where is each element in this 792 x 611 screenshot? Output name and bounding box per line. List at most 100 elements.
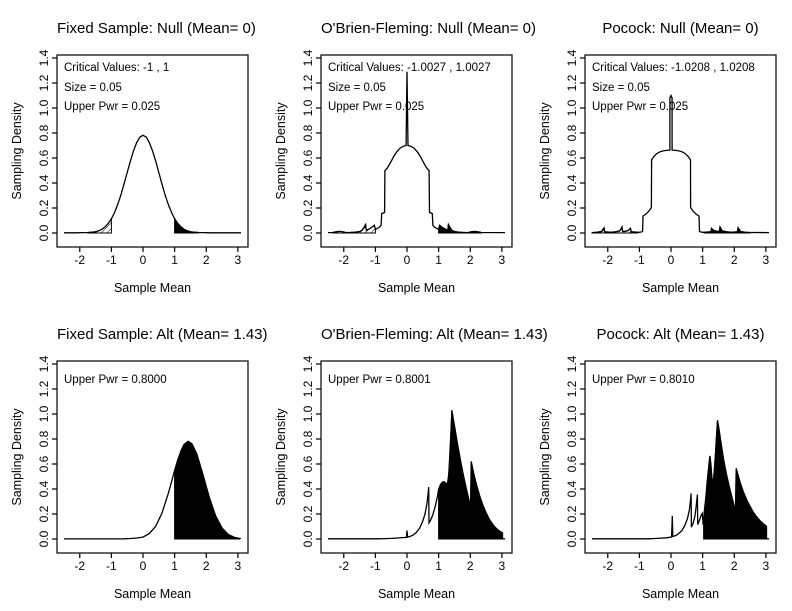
x-axis-label: Sample Mean xyxy=(113,281,192,295)
svg-text:3: 3 xyxy=(499,253,506,267)
svg-text:-2: -2 xyxy=(338,559,349,573)
density-plot-fixed-alt: -2 -1 0 1 2 3 0.0 0.2 0.4 0.6 0.8 1.0 1.2 1.4 xyxy=(37,355,249,573)
svg-text:0.2: 0.2 xyxy=(565,505,579,522)
svg-text:0.8: 0.8 xyxy=(301,124,315,141)
svg-text:0.0: 0.0 xyxy=(301,530,315,547)
svg-text:0.0: 0.0 xyxy=(37,224,51,241)
annotation-upper-power: Upper Pwr = 0.8000 xyxy=(64,373,167,386)
svg-text:1.4: 1.4 xyxy=(565,49,579,66)
svg-text:3: 3 xyxy=(763,253,770,267)
y-axis-label: Sampling Density xyxy=(274,407,288,506)
svg-text:0.6: 0.6 xyxy=(37,149,51,166)
svg-text:0.8: 0.8 xyxy=(565,124,579,141)
svg-text:1.2: 1.2 xyxy=(565,380,579,397)
svg-text:2: 2 xyxy=(203,253,210,267)
svg-text:0.6: 0.6 xyxy=(565,455,579,472)
svg-text:2: 2 xyxy=(731,253,738,267)
svg-text:1.4: 1.4 xyxy=(301,355,315,372)
annotation-upper-power: Upper Pwr = 0.8010 xyxy=(592,373,695,386)
annotation-critical-values: Critical Values: -1 , 1 xyxy=(64,62,170,74)
svg-text:0: 0 xyxy=(668,253,675,267)
svg-text:0.4: 0.4 xyxy=(37,174,51,191)
svg-text:0.4: 0.4 xyxy=(301,174,315,191)
panel-obrien-fleming-null: -2 -1 0 1 2 3 0.0 0.2 0.4 0.6 0.8 1.0 1.2 1.4 O'Brien… xyxy=(264,0,536,306)
svg-text:1.4: 1.4 xyxy=(301,49,315,66)
svg-text:-2: -2 xyxy=(602,559,613,573)
svg-text:0: 0 xyxy=(404,559,411,573)
svg-text:-1: -1 xyxy=(106,559,117,573)
svg-text:0.6: 0.6 xyxy=(37,455,51,472)
svg-text:1.4: 1.4 xyxy=(37,49,51,66)
svg-text:1.0: 1.0 xyxy=(565,99,579,116)
y-axis-label: Sampling Density xyxy=(10,102,24,200)
panel-fixed-alt: -2 -1 0 1 2 3 0.0 0.2 0.4 0.6 0.8 1.0 1.2 1.4 Fixed S… xyxy=(0,306,268,611)
svg-text:-1: -1 xyxy=(106,253,117,267)
svg-text:1.0: 1.0 xyxy=(37,99,51,116)
density-plot-fixed-null: -2 -1 0 1 2 3 0.0 0.2 0.4 0.6 0.8 1.0 1.2 1.4 xyxy=(37,49,249,267)
panel-title: O'Brien-Fleming: Alt (Mean= 1.43) xyxy=(321,325,548,343)
svg-text:0.4: 0.4 xyxy=(565,174,579,191)
svg-text:-2: -2 xyxy=(338,253,349,267)
svg-text:1: 1 xyxy=(699,253,706,267)
svg-text:0.4: 0.4 xyxy=(565,480,579,497)
svg-text:0.6: 0.6 xyxy=(301,149,315,166)
x-axis-label: Sample Mean xyxy=(377,586,456,601)
svg-text:0.4: 0.4 xyxy=(37,480,51,497)
density-plot-pocock-alt: -2 -1 0 1 2 3 0.0 0.2 0.4 0.6 0.8 1.0 1.2 1.4 xyxy=(565,355,777,573)
panel-title: Fixed Sample: Null (Mean= 0) xyxy=(57,20,256,37)
panel-title: Fixed Sample: Alt (Mean= 1.43) xyxy=(57,325,268,343)
svg-text:3: 3 xyxy=(763,559,770,573)
svg-text:-1: -1 xyxy=(370,559,381,573)
x-axis-label: Sample Mean xyxy=(113,586,192,601)
y-axis-label: Sampling Density xyxy=(538,102,552,200)
panel-title: Pocock: Alt (Mean= 1.43) xyxy=(596,325,765,343)
svg-text:0.8: 0.8 xyxy=(565,430,579,447)
svg-text:0: 0 xyxy=(140,559,147,573)
svg-text:2: 2 xyxy=(467,559,474,573)
svg-text:1.4: 1.4 xyxy=(37,355,51,372)
annotation-critical-values: Critical Values: -1.0208 , 1.0208 xyxy=(592,62,755,74)
svg-text:1: 1 xyxy=(699,559,706,573)
svg-text:0.6: 0.6 xyxy=(301,455,315,472)
svg-text:0.2: 0.2 xyxy=(37,505,51,522)
svg-text:0.8: 0.8 xyxy=(301,430,315,447)
svg-text:3: 3 xyxy=(235,253,242,267)
svg-text:-1: -1 xyxy=(370,253,381,267)
panel-pocock-alt: -2 -1 0 1 2 3 0.0 0.2 0.4 0.6 0.8 1.0 1.2 1.4 Pocock:… xyxy=(528,306,792,611)
svg-text:1.2: 1.2 xyxy=(37,380,51,397)
density-plot-obrien-fleming-alt: -2 -1 0 1 2 3 0.0 0.2 0.4 0.6 0.8 1.0 1.2 1.4 xyxy=(301,355,513,573)
x-axis-label: Sample Mean xyxy=(377,281,456,295)
svg-text:0.4: 0.4 xyxy=(301,480,315,497)
panel-fixed-null: -2 -1 0 1 2 3 0.0 0.2 0.4 0.6 0.8 1.0 1.2 1.4 Fixed S… xyxy=(0,0,264,306)
svg-text:0.0: 0.0 xyxy=(565,530,579,547)
density-plot-obrien-fleming-null: -2 -1 0 1 2 3 0.0 0.2 0.4 0.6 0.8 1.0 1.2 1.4 xyxy=(301,49,513,267)
svg-text:1.4: 1.4 xyxy=(565,355,579,372)
svg-text:1: 1 xyxy=(171,253,178,267)
density-plot-pocock-null: -2 -1 0 1 2 3 0.0 0.2 0.4 0.6 0.8 1.0 1.2 1.4 xyxy=(565,49,777,267)
svg-text:-1: -1 xyxy=(634,253,645,267)
annotation-size: Size = 0.05 xyxy=(328,82,386,94)
svg-text:3: 3 xyxy=(235,559,242,573)
annotation-upper-power: Upper Pwr = 0.8001 xyxy=(328,373,431,386)
svg-text:1.0: 1.0 xyxy=(301,405,315,422)
annotation-size: Size = 0.05 xyxy=(64,82,122,94)
panel-obrien-fleming-alt: -2 -1 0 1 2 3 0.0 0.2 0.4 0.6 0.8 1.0 1.2 1.4 O'Brien… xyxy=(264,306,548,611)
x-axis-label: Sample Mean xyxy=(641,281,720,295)
annotation-upper-power: Upper Pwr = 0.025 xyxy=(592,101,689,113)
svg-text:3: 3 xyxy=(499,559,506,573)
svg-text:1: 1 xyxy=(171,559,178,573)
svg-text:0: 0 xyxy=(668,559,675,573)
svg-text:1: 1 xyxy=(435,559,442,573)
annotation-upper-power: Upper Pwr = 0.025 xyxy=(64,101,161,113)
svg-text:2: 2 xyxy=(203,559,210,573)
svg-text:1.0: 1.0 xyxy=(565,405,579,422)
svg-text:-2: -2 xyxy=(74,559,85,573)
svg-text:1.2: 1.2 xyxy=(301,380,315,397)
svg-text:0.2: 0.2 xyxy=(565,199,579,216)
panel-pocock-null: -2 -1 0 1 2 3 0.0 0.2 0.4 0.6 0.8 1.0 1.2 1.4 Pocock:… xyxy=(528,0,792,306)
svg-text:0.0: 0.0 xyxy=(37,530,51,547)
svg-text:0.8: 0.8 xyxy=(37,430,51,447)
svg-text:2: 2 xyxy=(731,559,738,573)
annotation-critical-values: Critical Values: -1.0027 , 1.0027 xyxy=(328,62,491,74)
svg-text:1.2: 1.2 xyxy=(37,74,51,91)
